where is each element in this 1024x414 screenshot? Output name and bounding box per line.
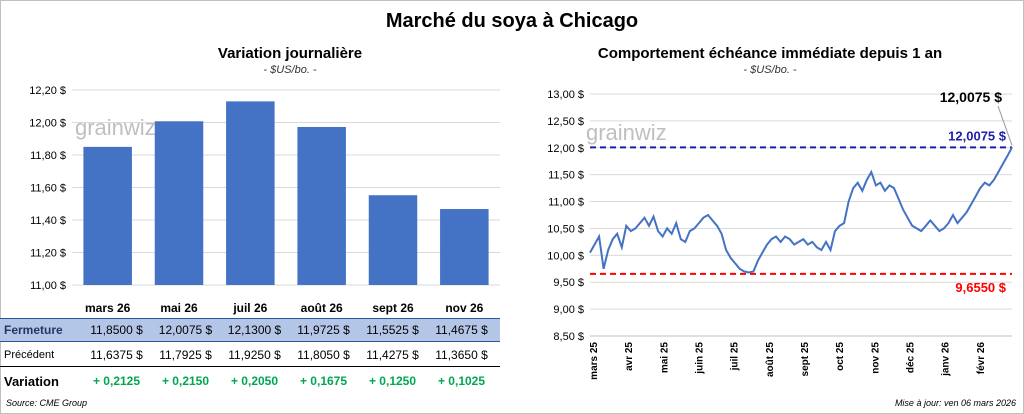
table-cell: 11,5525 $ [366, 323, 419, 337]
table-cell: 11,9250 $ [228, 347, 281, 362]
table-row-fermeture: Fermeture 11,8500 $ 12,0075 $ 12,1300 $ … [0, 318, 500, 342]
y-tick-label: 12,00 $ [547, 143, 584, 155]
y-tick-label: 11,40 $ [30, 215, 66, 227]
table-row-variation: Variation + 0,2125 + 0,2150 + 0,2050 + 0… [0, 369, 500, 393]
series-line [589, 146, 1013, 274]
table-cell: 11,7925 $ [159, 347, 212, 362]
table-cell: + 0,1250 [368, 374, 417, 388]
y-tick-label: 9,50 $ [553, 277, 584, 289]
low-label: 9,6550 $ [955, 280, 1006, 295]
x-tick-label: mars 25 [589, 342, 600, 380]
update-note: Mise à jour: ven 06 mars 2026 [894, 398, 1016, 408]
page-title: Marché du soya à Chicago [385, 10, 639, 32]
x-tick-label: oct 25 [835, 342, 846, 371]
x-tick-label: sept 25 [800, 342, 811, 377]
watermark: grainwiz [75, 115, 156, 140]
x-tick-label: mai 25 [659, 342, 670, 374]
table-cell: 11,4675 $ [435, 323, 488, 337]
bar-chart: 11,00 $ 11,20 $ 11,40 $ 11,60 $ 11,80 $ 12,00… [29, 85, 500, 315]
x-tick-label: juil 25 [730, 342, 741, 372]
x-tick-label: mars 26 [85, 301, 131, 315]
bar [368, 195, 418, 285]
y-tick-label: 12,00 $ [29, 118, 66, 130]
x-tick-label: sept 26 [372, 301, 414, 315]
y-tick-label: 11,20 $ [30, 248, 66, 260]
y-tick-label: 10,50 $ [547, 223, 584, 235]
y-tick-label: 11,00 $ [548, 197, 584, 209]
y-tick-label: 8,50 $ [553, 331, 584, 343]
x-tick-label: nov 25 [870, 342, 881, 374]
bar [83, 146, 132, 285]
table-cell: 11,8050 $ [297, 347, 350, 362]
table-cell: + 0,2050 [230, 374, 279, 388]
table-cell: 12,1300 $ [227, 323, 282, 337]
table-cell: + 0,2125 [92, 374, 141, 388]
source-note: Source: CME Group [6, 398, 88, 408]
line-chart-unit: - $US/bo. - [743, 64, 797, 76]
y-tick-label: 12,20 $ [29, 85, 66, 97]
table-cell: 11,6375 $ [90, 347, 143, 362]
y-tick-label: 11,00 $ [30, 280, 66, 292]
last-value-label: 12,0075 $ [940, 89, 1002, 105]
x-tick-label: janv 26 [941, 342, 952, 377]
bar [226, 101, 275, 285]
y-tick-label: 13,00 $ [547, 89, 584, 101]
bar [297, 126, 346, 285]
y-tick-label: 10,00 $ [547, 250, 584, 262]
bar [440, 209, 489, 285]
table-row-precedent: Précédent 11,6375 $ 11,7925 $ 11,9250 $ … [0, 343, 500, 367]
x-tick-label: nov 26 [445, 301, 483, 315]
table-cell: 11,4275 $ [366, 347, 419, 362]
callout-line [997, 105, 1013, 146]
y-tick-label: 11,80 $ [30, 150, 66, 162]
high-label: 12,0075 $ [948, 128, 1007, 143]
table-cell: 11,9725 $ [297, 323, 350, 337]
y-tick-label: 12,50 $ [547, 116, 584, 128]
x-tick-label: août 26 [301, 301, 343, 315]
x-tick-label: mai 26 [160, 301, 198, 315]
row-label: Variation [4, 373, 59, 389]
bar [154, 121, 204, 285]
line-chart-title: Comportement échéance immédiate depuis 1… [597, 45, 943, 62]
table-cell: + 0,1675 [299, 374, 348, 388]
table-cell: + 0,1025 [437, 374, 486, 388]
bar-chart-unit: - $US/bo. - [263, 64, 317, 76]
x-tick-label: juil 26 [232, 301, 267, 315]
watermark: grainwiz [586, 120, 667, 145]
y-tick-label: 9,00 $ [553, 304, 584, 316]
bar-chart-title: Variation journalière [217, 45, 363, 62]
table-cell: 11,3650 $ [435, 347, 488, 362]
x-tick-label: déc 25 [906, 342, 917, 374]
x-tick-label: juin 25 [695, 342, 706, 375]
row-label: Précédent [4, 348, 55, 361]
x-tick-label: févr 26 [976, 342, 987, 375]
row-label: Fermeture [4, 323, 63, 337]
x-tick-label: août 25 [765, 342, 776, 377]
table-cell: 11,8500 $ [90, 323, 143, 337]
y-tick-label: 11,60 $ [30, 183, 66, 195]
line-chart: 8,50 $ 9,00 $ 9,50 $ 10,00 $ 10,50 $ 11,00 $ 1… [547, 89, 1013, 380]
x-tick-label: avr 25 [624, 342, 635, 371]
table-cell: + 0,2150 [161, 374, 210, 388]
y-tick-label: 11,50 $ [548, 170, 584, 182]
table-cell: 12,0075 $ [158, 323, 213, 337]
